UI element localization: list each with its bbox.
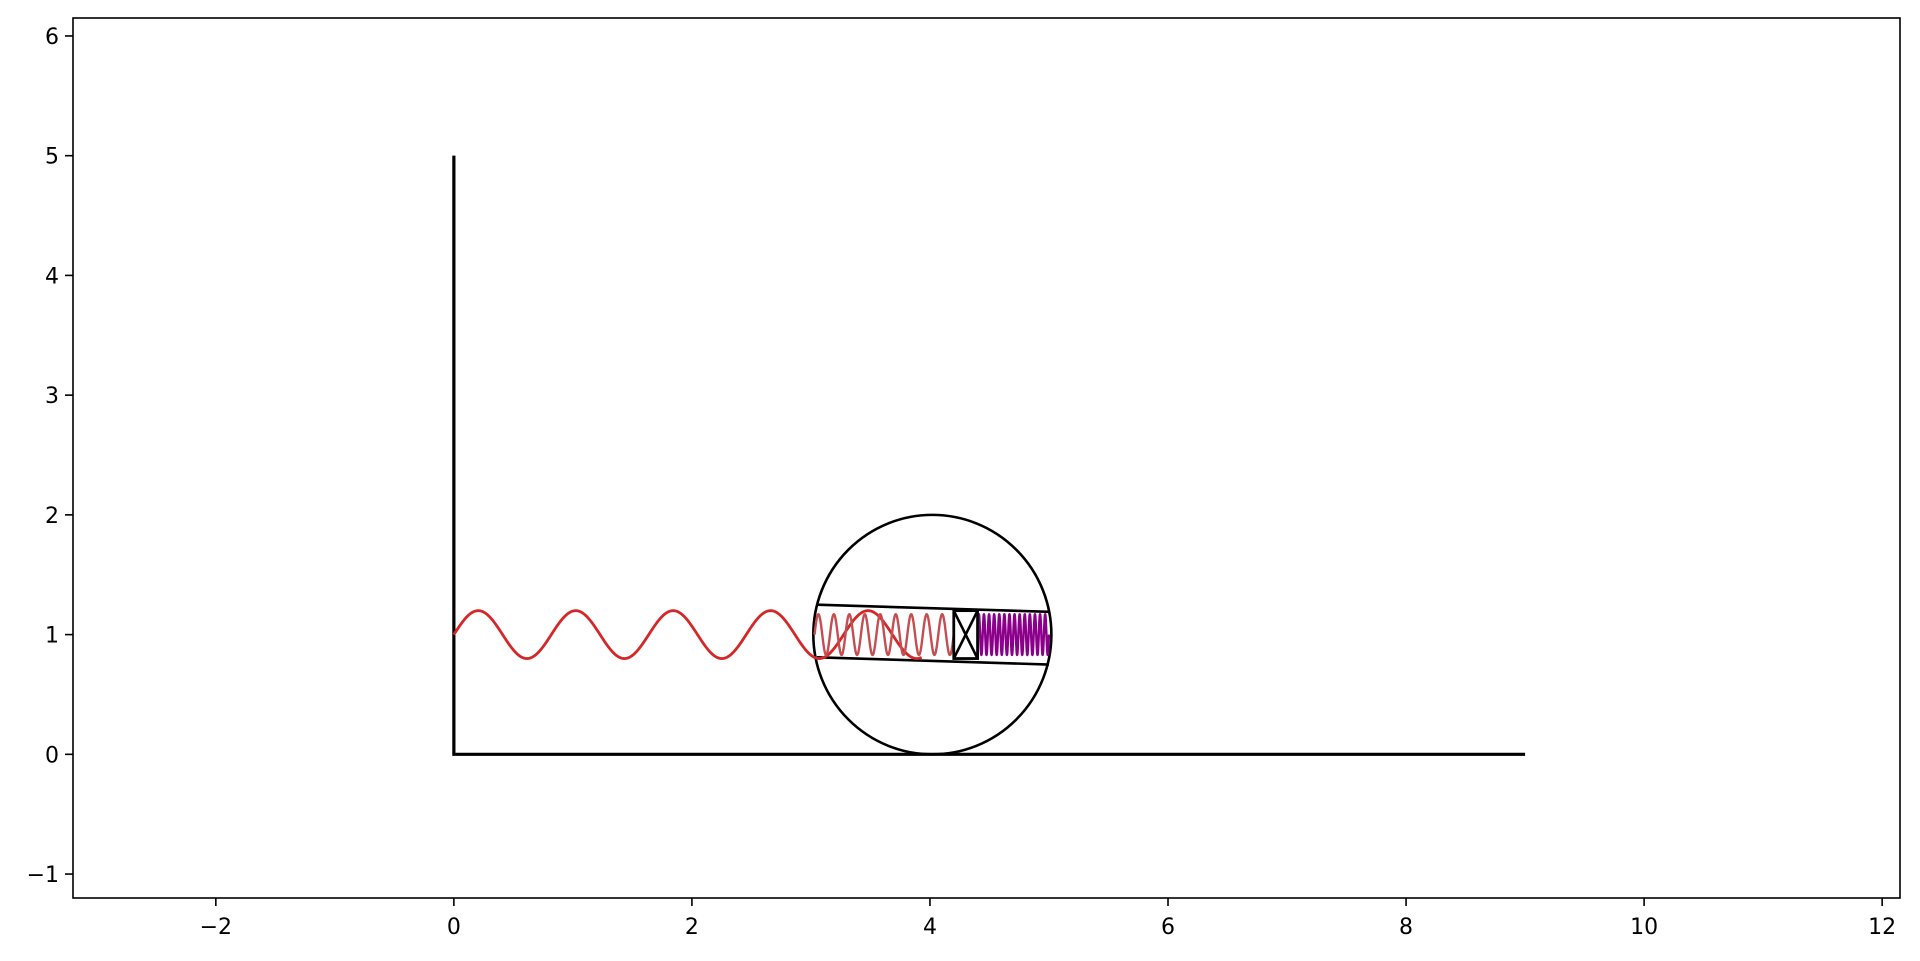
y-tick-label: 5 (45, 145, 59, 170)
spring-1 (452, 609, 923, 660)
wall-and-floor-line (452, 155, 1526, 756)
y-tick-label: −1 (27, 863, 59, 888)
y-tick-label: 0 (45, 743, 59, 768)
x-tick-label: 0 (447, 915, 461, 940)
x-tick-label: 6 (1161, 915, 1175, 940)
x-tick-label: 8 (1399, 915, 1413, 940)
tube-bottom-line (816, 656, 1050, 666)
wheel-circle (812, 513, 1053, 756)
spring-3 (976, 613, 1051, 657)
y-tick-label: 3 (45, 384, 59, 409)
y-tick-label: 1 (45, 624, 59, 649)
x-tick-label: 2 (685, 915, 699, 940)
x-tick-label: 10 (1630, 915, 1658, 940)
plot-content (452, 155, 1526, 756)
slider-diagonal-2 (952, 610, 979, 660)
x-tick-label: 4 (923, 915, 937, 940)
x-tick-label: 12 (1868, 915, 1896, 940)
y-axis: −1 0 1 2 3 4 5 6 (27, 25, 73, 888)
x-axis: −2 0 2 4 6 8 10 12 (200, 898, 1896, 940)
plot-frame (72, 17, 1901, 899)
y-tick-label: 2 (45, 504, 59, 529)
spring-2 (813, 613, 955, 657)
tube-top-line (816, 603, 1050, 614)
y-tick-label: 4 (45, 264, 59, 289)
y-tick-label: 6 (45, 25, 59, 50)
x-tick-label: −2 (200, 915, 232, 940)
